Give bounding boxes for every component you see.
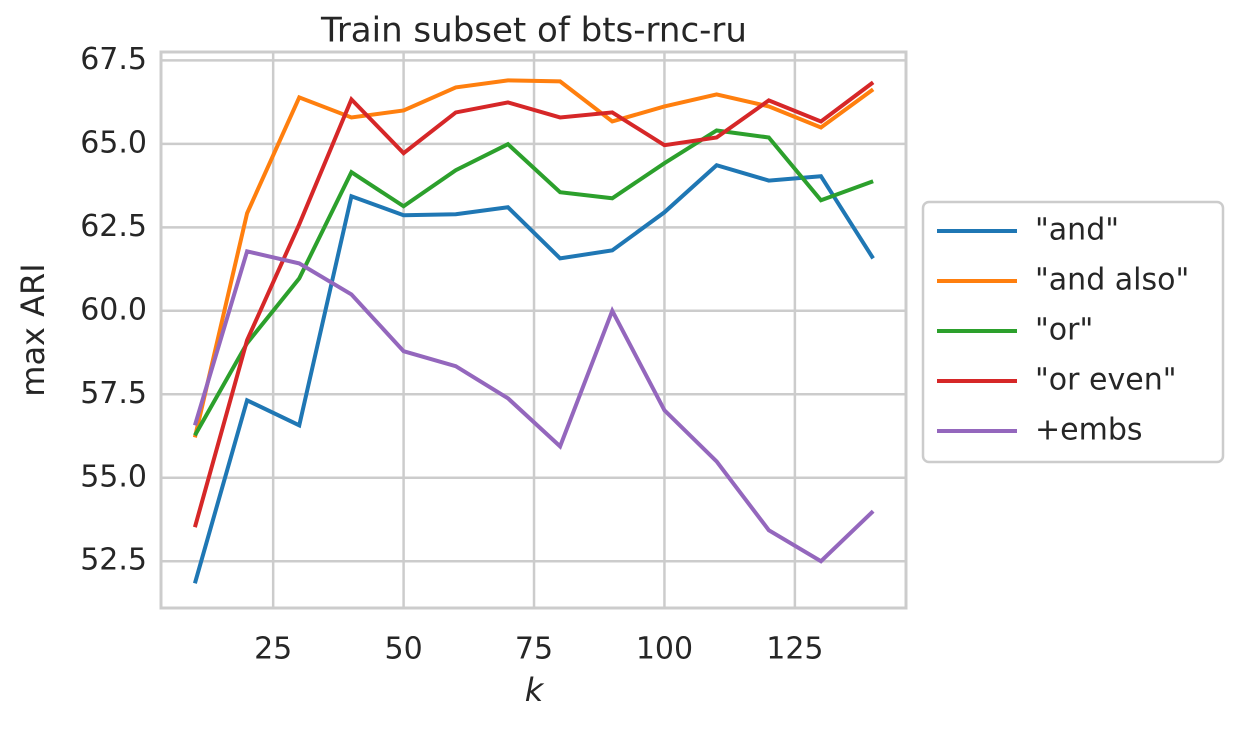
y-tick-label: 60.0 (80, 292, 147, 327)
y-tick-label: 57.5 (80, 376, 147, 411)
line-series (192, 80, 875, 528)
legend-label: "and also" (1035, 263, 1189, 298)
x-tick-label: 75 (515, 632, 553, 667)
y-tick-label: 65.0 (80, 125, 147, 160)
y-tick-label: 67.5 (80, 42, 147, 77)
chart-title: Train subset of bts-rnc-ru (320, 11, 747, 51)
legend-label: "and" (1035, 213, 1119, 248)
line-series (192, 248, 875, 564)
x-tick-label: 25 (254, 632, 292, 667)
legend-label: "or even" (1035, 363, 1177, 398)
line-series (192, 162, 875, 584)
y-tick-label: 52.5 (80, 543, 147, 578)
y-tick-label: 62.5 (80, 209, 147, 244)
x-tick-label: 125 (766, 632, 823, 667)
y-tick-label: 55.0 (80, 459, 147, 494)
y-axis-label: max ARI (14, 263, 52, 396)
plot-frame (159, 50, 908, 610)
x-tick-label: 50 (385, 632, 423, 667)
x-tick-label: 100 (636, 632, 693, 667)
legend-box (921, 200, 1225, 464)
legend-label: +embs (1035, 413, 1143, 448)
line-series (193, 128, 874, 437)
x-axis-label: k (525, 671, 545, 709)
legend-label: "or" (1035, 313, 1093, 348)
